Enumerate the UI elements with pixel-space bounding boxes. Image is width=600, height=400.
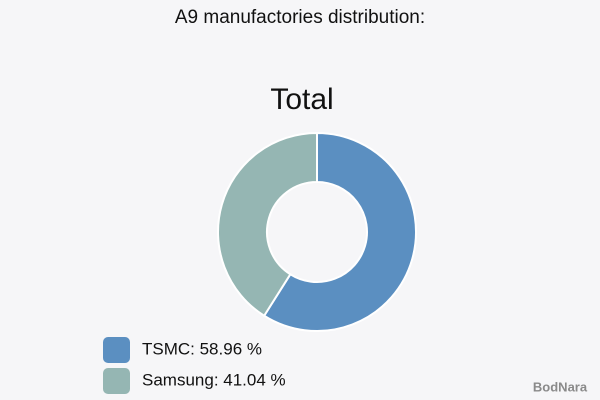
donut-slice <box>262 131 417 332</box>
watermark: BodNara <box>533 379 588 394</box>
chart-title: A9 manufactories distribution: <box>175 7 425 28</box>
donut-slice <box>217 131 318 318</box>
legend-label: TSMC: 58.96 % <box>142 339 262 358</box>
chart-subtitle: Total <box>270 83 333 116</box>
legend-swatch <box>103 368 130 394</box>
legend-label: Samsung: 41.04 % <box>142 370 286 389</box>
legend-swatch <box>103 337 130 363</box>
